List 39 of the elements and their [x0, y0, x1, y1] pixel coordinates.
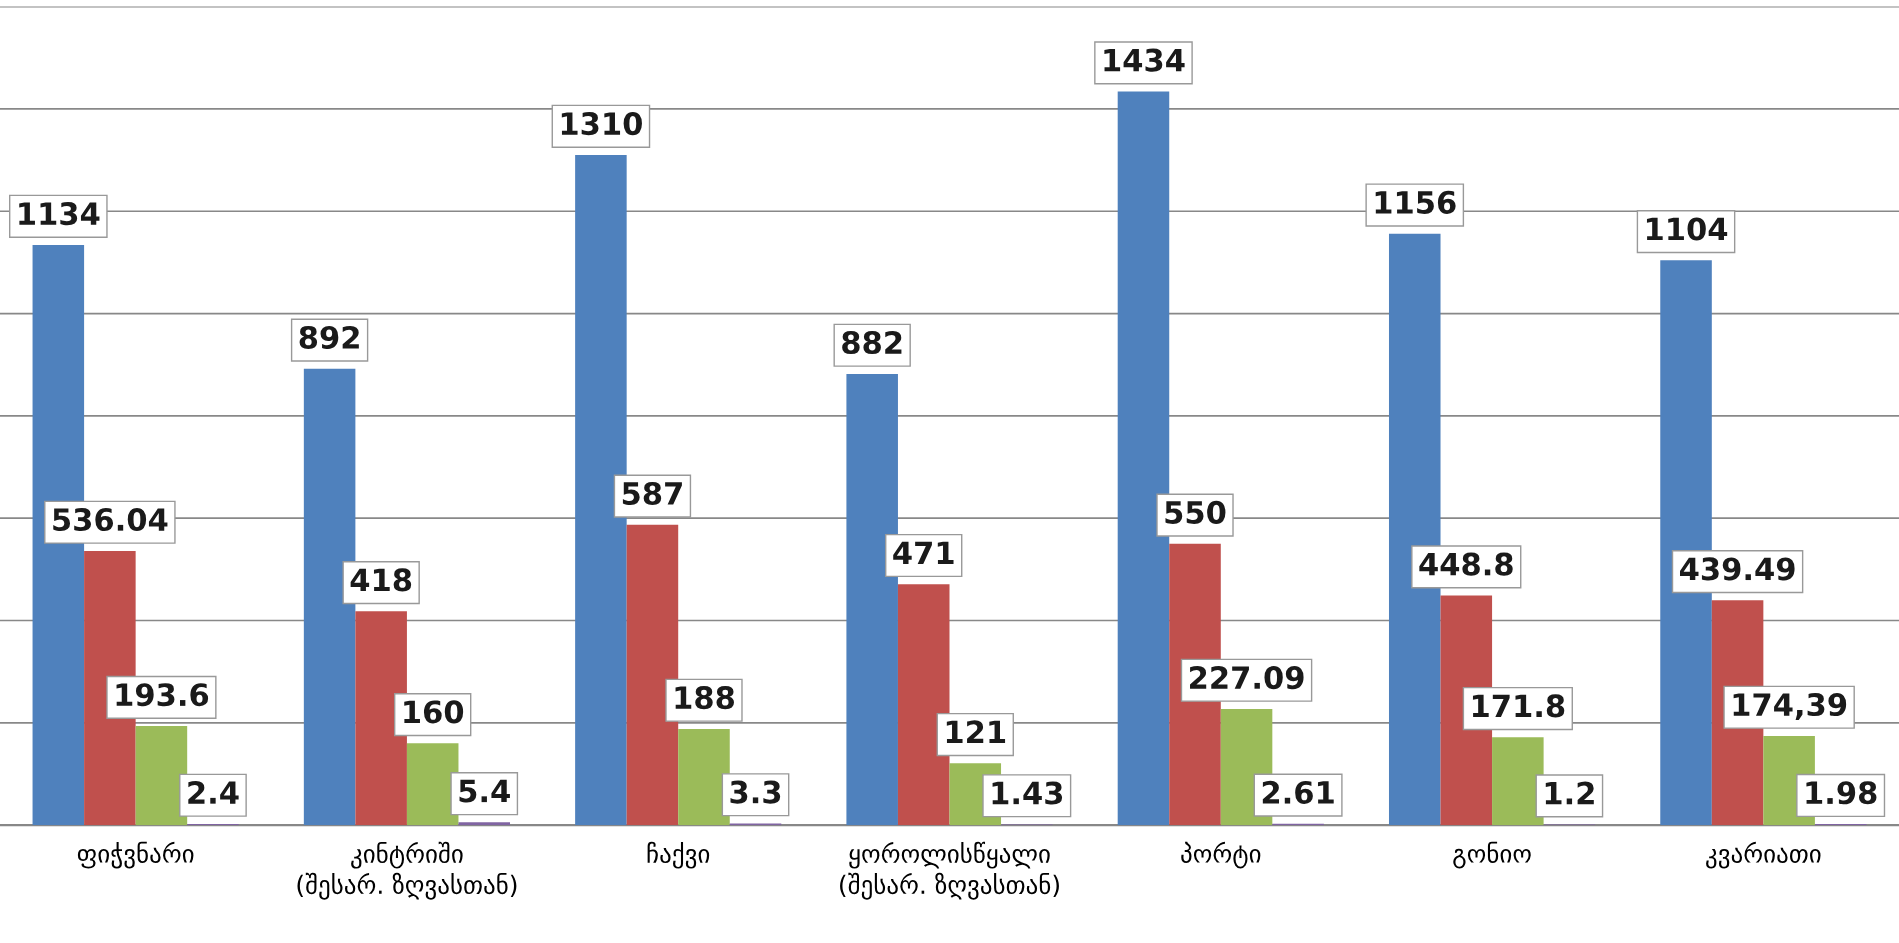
bar: [458, 822, 511, 826]
bar: [1492, 737, 1544, 826]
data-label: 536.04: [53, 507, 168, 532]
data-label: 1104: [1646, 217, 1728, 241]
data-label: 188: [675, 686, 734, 710]
x-tick-label: ყოროლისწყალი (შესარ. ზღვასთან): [840, 841, 1059, 900]
data-label: 892: [299, 325, 359, 349]
x-tick-label: გონიო: [1453, 841, 1531, 869]
data-label: 1156: [1375, 190, 1456, 214]
data-label: 1.2: [1545, 781, 1594, 805]
data-label: 160: [404, 700, 464, 724]
data-label: 121: [946, 720, 1006, 743]
data-label: 193.6: [116, 683, 209, 707]
x-tick-label: კინტრიში (შესარ. ზღვასთან): [297, 841, 517, 900]
x-tick-label: პორტი: [1181, 841, 1261, 869]
data-label: 587: [622, 481, 682, 506]
data-label: 3.3: [730, 780, 781, 804]
data-label: 471: [893, 541, 954, 564]
data-label: 882: [842, 330, 902, 355]
data-label: 1.98: [1806, 781, 1877, 805]
bar: [135, 726, 188, 826]
x-tick-label: კვარიათი: [1706, 841, 1821, 869]
data-label: 2.4: [188, 780, 239, 804]
data-label: 550: [1165, 500, 1226, 524]
data-label: 418: [350, 568, 412, 592]
data-label: 227.09: [1190, 666, 1304, 690]
data-label: 1134: [19, 202, 100, 226]
data-label: 171.8: [1472, 694, 1565, 718]
bar: [678, 728, 730, 826]
data-label: 174,39: [1733, 692, 1847, 721]
data-label: 1310: [561, 112, 642, 136]
data-label: 1.43: [992, 781, 1063, 805]
data-label: 1434: [1104, 48, 1185, 72]
data-label: 2.61: [1262, 780, 1334, 804]
data-label: 5.4: [459, 779, 510, 803]
x-tick-label: ჩაქვი: [647, 841, 710, 869]
data-label: 439.49: [1680, 557, 1795, 581]
data-label: 448.8: [1419, 552, 1513, 576]
x-tick-label: ფიჭვნარი: [77, 841, 194, 869]
